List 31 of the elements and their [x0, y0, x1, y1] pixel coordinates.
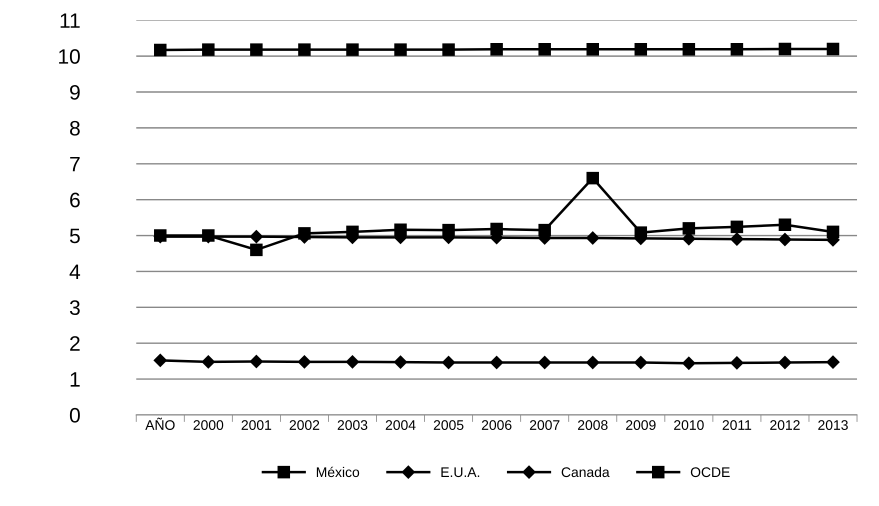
x-tick-label: 2001 [242, 420, 272, 430]
x-tick-label: 2009 [626, 420, 656, 430]
x-tick-label: 2008 [578, 420, 608, 430]
legend-label: México [316, 466, 360, 478]
x-tick-label: 2010 [674, 420, 704, 430]
y-tick-label: 3 [70, 300, 80, 316]
x-tick-label: 2005 [434, 420, 464, 430]
x-tick-label: 2011 [722, 420, 752, 430]
x-tick-label: 2013 [818, 420, 848, 430]
y-tick-label: 2 [70, 336, 80, 351]
x-tick-label: 2006 [482, 420, 512, 430]
y-tick-label: 7 [70, 156, 80, 172]
x-tick-label: 2012 [770, 420, 800, 430]
y-tick-label: 10 [59, 49, 80, 64]
y-tick-label: 1 [70, 372, 80, 387]
y-tick-label: 11 [60, 13, 80, 28]
legend-label: OCDE [690, 467, 730, 478]
y-tick-label: 9 [70, 85, 80, 100]
y-tick-label: 4 [70, 264, 80, 279]
x-tick-label: 2003 [338, 420, 368, 430]
x-tick-label: AÑO [145, 418, 175, 430]
legend-label: E.U.A. [441, 467, 480, 478]
y-tick-label: 6 [70, 192, 80, 208]
legend-label: Canada [562, 466, 610, 478]
y-tick-label: 0 [70, 408, 80, 423]
x-tick-label: 2002 [290, 420, 320, 430]
x-tick-label: 2007 [530, 420, 560, 430]
y-tick-label: 8 [70, 120, 80, 136]
x-tick-label: 2000 [194, 420, 224, 430]
y-tick-label: 5 [70, 228, 80, 244]
x-tick-label: 2004 [386, 420, 416, 430]
